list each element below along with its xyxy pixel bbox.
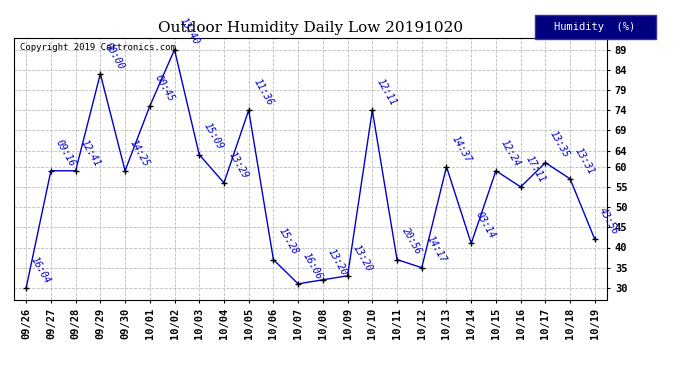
Text: 13:20: 13:20 bbox=[351, 243, 374, 273]
Text: 11:36: 11:36 bbox=[251, 77, 275, 107]
Text: 16:06: 16:06 bbox=[301, 251, 324, 281]
Text: 15:28: 15:28 bbox=[276, 226, 299, 257]
Text: 20:56: 20:56 bbox=[400, 226, 423, 257]
Text: 12:24: 12:24 bbox=[499, 138, 522, 168]
Text: 14:25: 14:25 bbox=[128, 138, 151, 168]
Text: 00:00: 00:00 bbox=[103, 40, 126, 71]
Text: 14:37: 14:37 bbox=[449, 134, 473, 164]
Text: Humidity  (%): Humidity (%) bbox=[555, 22, 635, 32]
Text: 12:11: 12:11 bbox=[375, 77, 398, 107]
Text: 14:17: 14:17 bbox=[424, 234, 448, 265]
Text: 13:29: 13:29 bbox=[227, 150, 250, 180]
Text: 43:56: 43:56 bbox=[598, 206, 621, 237]
Text: 12:41: 12:41 bbox=[79, 138, 101, 168]
Text: 13:20: 13:20 bbox=[326, 247, 349, 277]
Title: Outdoor Humidity Daily Low 20191020: Outdoor Humidity Daily Low 20191020 bbox=[158, 21, 463, 35]
Text: 17:11: 17:11 bbox=[524, 154, 546, 184]
Text: Copyright 2019 Cartronics.com: Copyright 2019 Cartronics.com bbox=[20, 43, 176, 52]
Text: 15:09: 15:09 bbox=[202, 122, 226, 152]
Text: 09:16: 09:16 bbox=[54, 138, 77, 168]
Text: 13:31: 13:31 bbox=[573, 146, 596, 176]
Text: 13:40: 13:40 bbox=[177, 16, 201, 47]
Text: 13:35: 13:35 bbox=[548, 129, 571, 160]
Text: 03:14: 03:14 bbox=[474, 210, 497, 241]
Text: 00:45: 00:45 bbox=[152, 73, 176, 104]
Text: 16:04: 16:04 bbox=[29, 255, 52, 285]
